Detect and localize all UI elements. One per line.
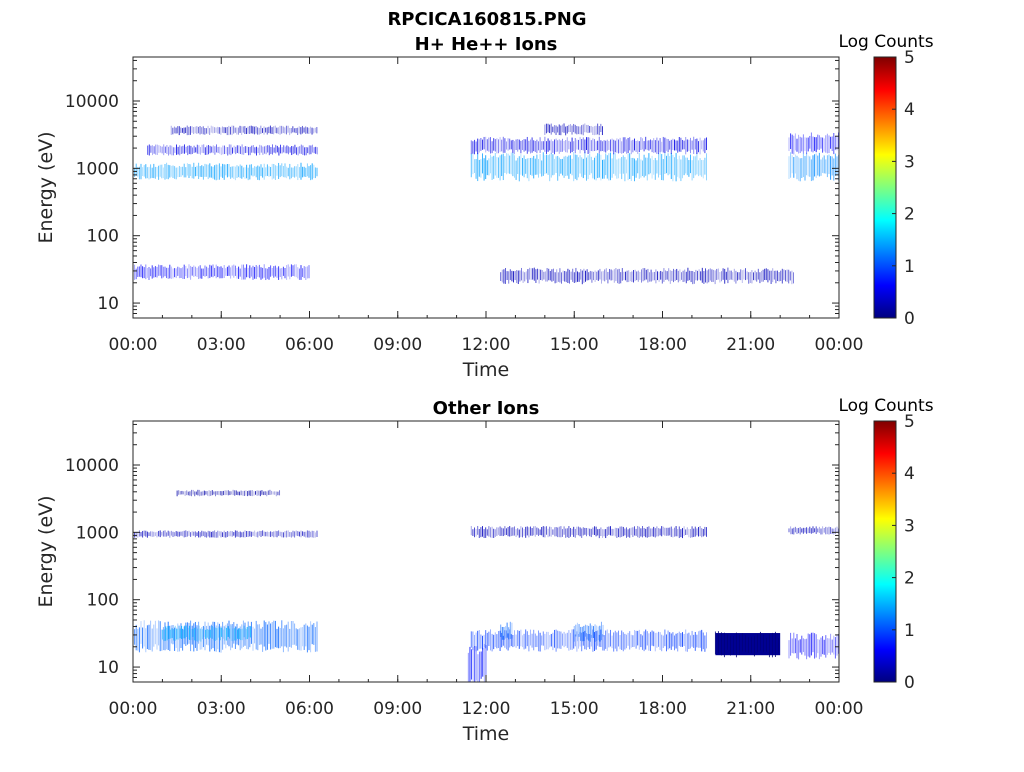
- x-tick-label: 00:00: [109, 699, 158, 719]
- x-tick-label: 00:00: [109, 335, 158, 355]
- y-tick-label: 10000: [65, 456, 119, 476]
- colorbar-tick-label: 0: [904, 673, 915, 693]
- x-tick-label: 15:00: [550, 699, 599, 719]
- figure-title: RPCICA160815.PNG: [387, 9, 586, 30]
- colorbar-gradient: [873, 420, 897, 683]
- data-band: [470, 136, 707, 155]
- x-tick-label: 21:00: [726, 335, 775, 355]
- x-tick-label: 00:00: [815, 699, 864, 719]
- y-tick-label: 10: [97, 294, 119, 314]
- colorbar-tick-label: 5: [904, 48, 915, 68]
- colorbar-label: Log Counts: [838, 396, 933, 416]
- data-band: [170, 125, 318, 136]
- panel-1: H+ He++ Ions 00:00 03:00 06:00 09:00 12:00 15:…: [35, 32, 934, 381]
- y-axis-label: Energy (eV): [35, 495, 57, 607]
- x-tick-label: 09:00: [373, 699, 422, 719]
- y-tick-label: 1000: [76, 523, 119, 543]
- colorbar-tick-label: 0: [904, 309, 915, 329]
- data-band: [133, 530, 318, 538]
- x-tick-label: 06:00: [285, 699, 334, 719]
- spectrogram-data: [133, 123, 839, 285]
- data-band: [573, 621, 604, 642]
- data-band: [470, 152, 707, 182]
- y-tick-label: 1000: [76, 159, 119, 179]
- band-cell: [715, 633, 781, 656]
- y-tick-label: 10000: [65, 92, 119, 112]
- x-tick-label: 18:00: [638, 335, 687, 355]
- data-band: [788, 526, 839, 535]
- data-band: [788, 132, 839, 155]
- colorbar-tick-label: 3: [904, 516, 915, 536]
- x-tick-label: 21:00: [726, 699, 775, 719]
- y-axis-label: Energy (eV): [35, 131, 57, 243]
- x-tick-label: 12:00: [462, 335, 511, 355]
- spectrogram-data: [133, 489, 839, 682]
- data-band: [161, 625, 251, 642]
- data-band: [470, 525, 707, 539]
- colorbar-tick-label: 4: [904, 100, 915, 120]
- data-band: [500, 267, 795, 285]
- colorbar-tick-label: 3: [904, 152, 915, 172]
- data-band: [788, 152, 839, 182]
- panel-title: Other Ions: [433, 398, 540, 419]
- x-tick-label: 12:00: [462, 699, 511, 719]
- colorbar-gradient: [873, 56, 897, 319]
- x-tick-label: 18:00: [638, 699, 687, 719]
- y-tick-label: 100: [87, 227, 119, 247]
- data-band: [714, 631, 781, 658]
- x-tick-label: 09:00: [373, 335, 422, 355]
- colorbar-tick-label: 1: [904, 257, 915, 277]
- data-band: [788, 632, 839, 660]
- x-tick-label: 15:00: [550, 335, 599, 355]
- data-band: [147, 144, 318, 156]
- colorbar-tick-label: 4: [904, 464, 915, 484]
- data-band: [467, 643, 487, 682]
- data-band: [470, 629, 707, 652]
- x-axis-label: Time: [462, 359, 510, 381]
- x-tick-label: 00:00: [815, 335, 864, 355]
- panel-title: H+ He++ Ions: [415, 34, 558, 55]
- data-band: [133, 264, 310, 281]
- panel-2: Other Ions 00:00 03:00 06:00 09:00 12:00 15:00…: [35, 396, 934, 745]
- colorbar-tick-label: 1: [904, 621, 915, 641]
- panels: H+ He++ Ions 00:00 03:00 06:00 09:00 12:00 15:…: [35, 32, 934, 745]
- x-tick-label: 03:00: [197, 699, 246, 719]
- y-tick-label: 10: [97, 658, 119, 678]
- x-tick-label: 06:00: [285, 335, 334, 355]
- data-band: [500, 621, 513, 640]
- colorbar-label: Log Counts: [838, 32, 933, 52]
- colorbar-tick-label: 2: [904, 205, 915, 225]
- x-tick-label: 03:00: [197, 335, 246, 355]
- data-band: [133, 620, 318, 653]
- colorbar-tick-label: 5: [904, 412, 915, 432]
- data-band: [544, 123, 603, 136]
- data-band: [176, 489, 281, 497]
- x-axis-label: Time: [462, 723, 510, 745]
- colorbar-tick-label: 2: [904, 569, 915, 589]
- data-band: [133, 162, 318, 181]
- y-tick-label: 100: [87, 591, 119, 611]
